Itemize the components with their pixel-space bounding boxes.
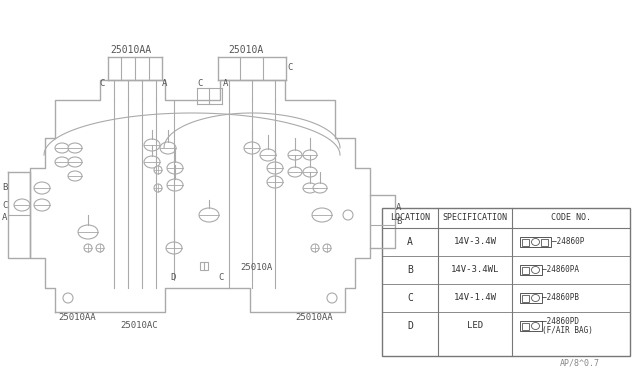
Circle shape — [84, 244, 92, 252]
Bar — [200, 262, 208, 270]
Bar — [541, 238, 547, 246]
Ellipse shape — [531, 238, 540, 246]
Text: AP/8^0.7: AP/8^0.7 — [560, 359, 600, 368]
Text: (F/AIR BAG): (F/AIR BAG) — [543, 327, 593, 336]
Ellipse shape — [267, 176, 283, 188]
Ellipse shape — [144, 139, 160, 151]
Ellipse shape — [14, 199, 30, 211]
Text: A: A — [407, 237, 413, 247]
Bar — [522, 295, 529, 301]
Bar — [520, 265, 542, 275]
Circle shape — [154, 184, 162, 192]
Text: B: B — [407, 265, 413, 275]
Bar — [522, 238, 529, 246]
Text: C: C — [197, 78, 202, 87]
Text: A: A — [162, 78, 168, 87]
Bar — [520, 237, 551, 247]
Bar — [520, 293, 542, 303]
Circle shape — [323, 244, 331, 252]
Text: LED: LED — [467, 321, 483, 330]
Text: CODE NO.: CODE NO. — [551, 214, 591, 222]
Ellipse shape — [313, 183, 327, 193]
Ellipse shape — [34, 199, 50, 211]
Text: 25010A: 25010A — [240, 263, 272, 273]
Text: 25010A: 25010A — [228, 45, 263, 55]
Text: —24860PD: —24860PD — [543, 317, 579, 327]
Bar — [522, 266, 529, 273]
Text: 25010AC: 25010AC — [120, 321, 157, 330]
Circle shape — [154, 166, 162, 174]
Ellipse shape — [34, 182, 50, 194]
Circle shape — [63, 293, 73, 303]
Text: 14V-3.4WL: 14V-3.4WL — [451, 266, 499, 275]
Text: A: A — [2, 214, 8, 222]
Circle shape — [327, 293, 337, 303]
Text: C: C — [407, 293, 413, 303]
Bar — [522, 323, 529, 330]
Text: B: B — [396, 218, 401, 227]
Ellipse shape — [312, 208, 332, 222]
Ellipse shape — [78, 225, 98, 239]
Text: 14V-3.4W: 14V-3.4W — [454, 237, 497, 247]
Ellipse shape — [531, 323, 540, 330]
Text: C: C — [99, 78, 104, 87]
Ellipse shape — [288, 150, 302, 160]
Circle shape — [343, 210, 353, 220]
Circle shape — [311, 244, 319, 252]
Text: SPECIFICATION: SPECIFICATION — [442, 214, 508, 222]
Text: —24860PB: —24860PB — [543, 294, 579, 302]
Ellipse shape — [267, 162, 283, 174]
Ellipse shape — [167, 162, 183, 174]
Ellipse shape — [68, 143, 82, 153]
Ellipse shape — [68, 157, 82, 167]
Text: C: C — [2, 201, 8, 209]
Ellipse shape — [166, 242, 182, 254]
Text: A: A — [223, 78, 228, 87]
Ellipse shape — [244, 142, 260, 154]
Ellipse shape — [160, 142, 176, 154]
Text: —24860PA: —24860PA — [543, 266, 579, 275]
Bar — [520, 321, 542, 331]
Ellipse shape — [199, 208, 219, 222]
Text: 25010AA: 25010AA — [110, 45, 151, 55]
Ellipse shape — [55, 157, 69, 167]
Text: C: C — [287, 62, 292, 71]
Bar — [382, 208, 630, 356]
Text: D: D — [170, 273, 175, 282]
Ellipse shape — [260, 149, 276, 161]
Text: 14V-1.4W: 14V-1.4W — [454, 294, 497, 302]
Text: B: B — [2, 183, 8, 192]
Ellipse shape — [303, 183, 317, 193]
Text: —24860P: —24860P — [552, 237, 584, 247]
Text: D: D — [407, 321, 413, 331]
Text: C: C — [218, 273, 223, 282]
Ellipse shape — [303, 167, 317, 177]
Ellipse shape — [531, 295, 540, 301]
Circle shape — [96, 244, 104, 252]
Text: A: A — [396, 203, 401, 212]
Ellipse shape — [288, 167, 302, 177]
Text: 25010AA: 25010AA — [58, 314, 95, 323]
Text: LOCATION: LOCATION — [390, 214, 430, 222]
Ellipse shape — [303, 150, 317, 160]
Ellipse shape — [531, 266, 540, 273]
Ellipse shape — [167, 179, 183, 191]
Ellipse shape — [55, 143, 69, 153]
Ellipse shape — [68, 171, 82, 181]
Text: 25010AA: 25010AA — [295, 314, 333, 323]
Ellipse shape — [144, 156, 160, 168]
